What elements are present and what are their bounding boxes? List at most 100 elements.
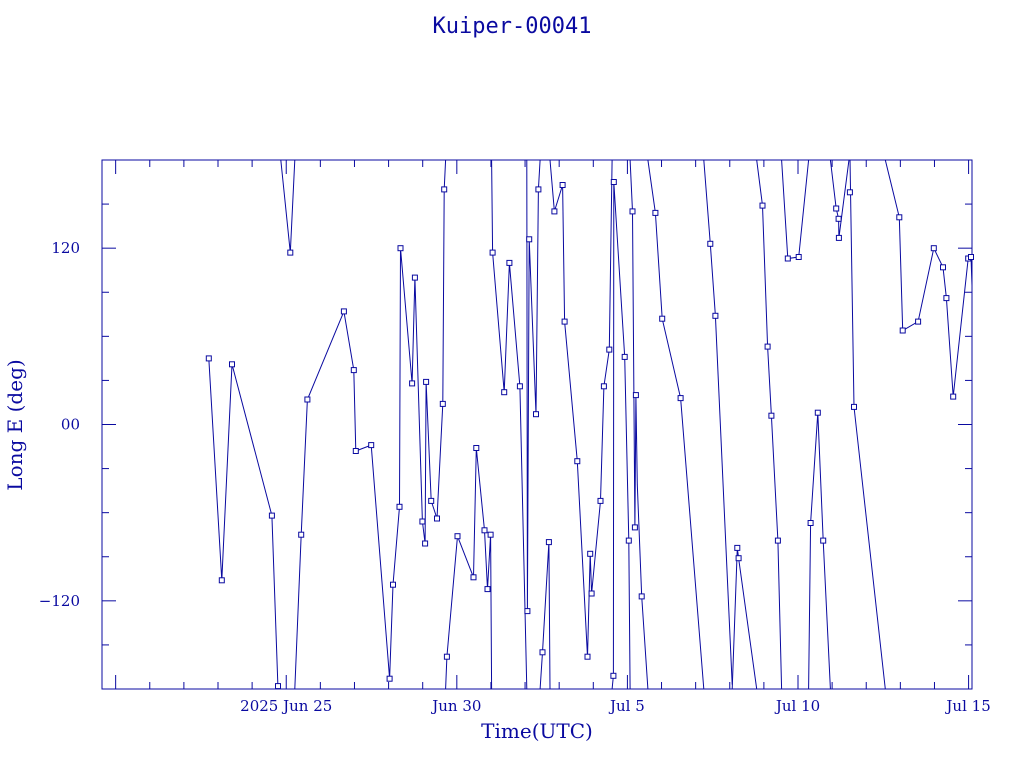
data-point-marker: [574, 458, 581, 465]
data-point-marker: [851, 403, 857, 410]
series-line-segment: [549, 160, 613, 657]
data-point-marker: [205, 355, 212, 362]
x-tick-label: Jul 10: [774, 697, 820, 715]
data-point-marker: [899, 327, 906, 334]
data-point-marker: [340, 308, 347, 315]
x-axis-label: Time(UTC): [481, 719, 593, 743]
data-point-marker: [443, 653, 450, 660]
data-point-marker: [545, 539, 552, 546]
data-point-marker: [411, 274, 418, 281]
series-line-segment: [647, 160, 705, 689]
data-point-marker: [526, 236, 533, 243]
series-line-segment: [539, 542, 551, 689]
data-point-marker: [610, 179, 617, 185]
data-point-marker: [784, 255, 791, 262]
data-point-marker: [396, 503, 403, 510]
y-axis-label: Long E (deg): [3, 359, 27, 490]
data-point-marker: [915, 318, 922, 325]
data-point-marker: [768, 412, 775, 419]
data-point-marker: [625, 537, 632, 544]
data-point-marker: [707, 240, 714, 247]
data-point-marker: [423, 378, 430, 385]
series-line-segment: [808, 412, 831, 689]
data-point-marker: [621, 353, 628, 360]
chart-title: Kuiper-00041: [432, 14, 592, 39]
data-point-marker: [712, 312, 719, 319]
data-point-marker: [943, 295, 950, 302]
data-point-marker: [473, 445, 480, 451]
data-point-marker: [774, 537, 781, 544]
data-point-marker: [735, 555, 742, 562]
data-point-marker: [275, 683, 281, 690]
series-line-segment: [781, 160, 810, 260]
x-tick-label: Jun 30: [430, 697, 481, 715]
data-point-marker: [795, 254, 802, 260]
data-point-marker: [835, 215, 842, 222]
data-point-marker: [487, 531, 494, 538]
data-point-marker: [229, 361, 235, 368]
data-point-marker: [940, 264, 946, 271]
data-point-marker: [506, 259, 513, 266]
y-tick-label: 120: [51, 239, 80, 257]
data-point-marker: [428, 497, 435, 504]
series-line-segment: [829, 160, 886, 689]
y-tick-label: −120: [39, 592, 80, 610]
y-tick-label: 00: [61, 416, 80, 434]
data-point-marker: [524, 608, 531, 615]
series-markers: [205, 179, 974, 690]
data-point-marker: [632, 392, 639, 399]
data-point-marker: [606, 346, 613, 353]
data-point-marker: [352, 448, 359, 454]
data-point-marker: [835, 234, 842, 241]
tick-labels: 2025 Jun 25 Jun 30 Jul 5 Jul 10 Jul 15 120 00 −…: [39, 239, 991, 715]
data-point-marker: [454, 533, 461, 540]
data-point-marker: [764, 343, 771, 350]
data-point-marker: [298, 531, 305, 538]
data-point-marker: [584, 653, 591, 660]
data-point-marker: [268, 512, 275, 519]
data-point-marker: [638, 593, 645, 600]
data-point-marker: [807, 520, 814, 526]
data-point-marker: [896, 214, 903, 221]
data-point-marker: [587, 550, 594, 557]
data-point-marker: [470, 574, 477, 581]
series-line-segment: [731, 547, 758, 689]
series-line-segment: [703, 160, 733, 685]
series-line-segment: [445, 447, 493, 689]
data-point-marker: [218, 577, 225, 584]
series-line-segment: [884, 160, 972, 397]
x-tick-label: Jul 15: [944, 697, 990, 715]
series-line-segment: [611, 181, 631, 689]
data-point-marker: [610, 672, 617, 679]
data-point-marker: [551, 208, 558, 215]
data-point-marker: [386, 675, 393, 682]
data-point-marker: [368, 442, 375, 449]
data-point-marker: [652, 209, 659, 216]
data-point-marker: [930, 245, 937, 252]
data-point-marker: [820, 537, 827, 544]
data-point-marker: [968, 254, 974, 260]
data-point-marker: [677, 395, 684, 402]
data-point-marker: [287, 249, 294, 256]
series-line-segment: [280, 160, 296, 253]
data-point-marker: [597, 497, 604, 504]
data-point-marker: [588, 590, 595, 597]
data-point-marker: [814, 409, 821, 416]
data-point-marker: [304, 396, 311, 403]
data-point-marker: [846, 189, 853, 196]
axis-ticks: [102, 159, 972, 690]
data-point-marker: [561, 318, 568, 325]
data-point-marker: [533, 411, 539, 418]
data-point-marker: [759, 202, 766, 209]
x-tick-label: 2025 Jun 25: [240, 697, 332, 715]
data-point-marker: [481, 527, 488, 534]
data-point-marker: [434, 515, 440, 522]
series-line-segment: [294, 160, 447, 689]
series-line-segment: [629, 160, 649, 689]
data-point-marker: [422, 540, 429, 547]
data-point-marker: [489, 249, 496, 256]
data-point-marker: [439, 400, 446, 407]
x-tick-label: Jul 5: [608, 697, 645, 715]
series-line-segment: [491, 160, 528, 689]
